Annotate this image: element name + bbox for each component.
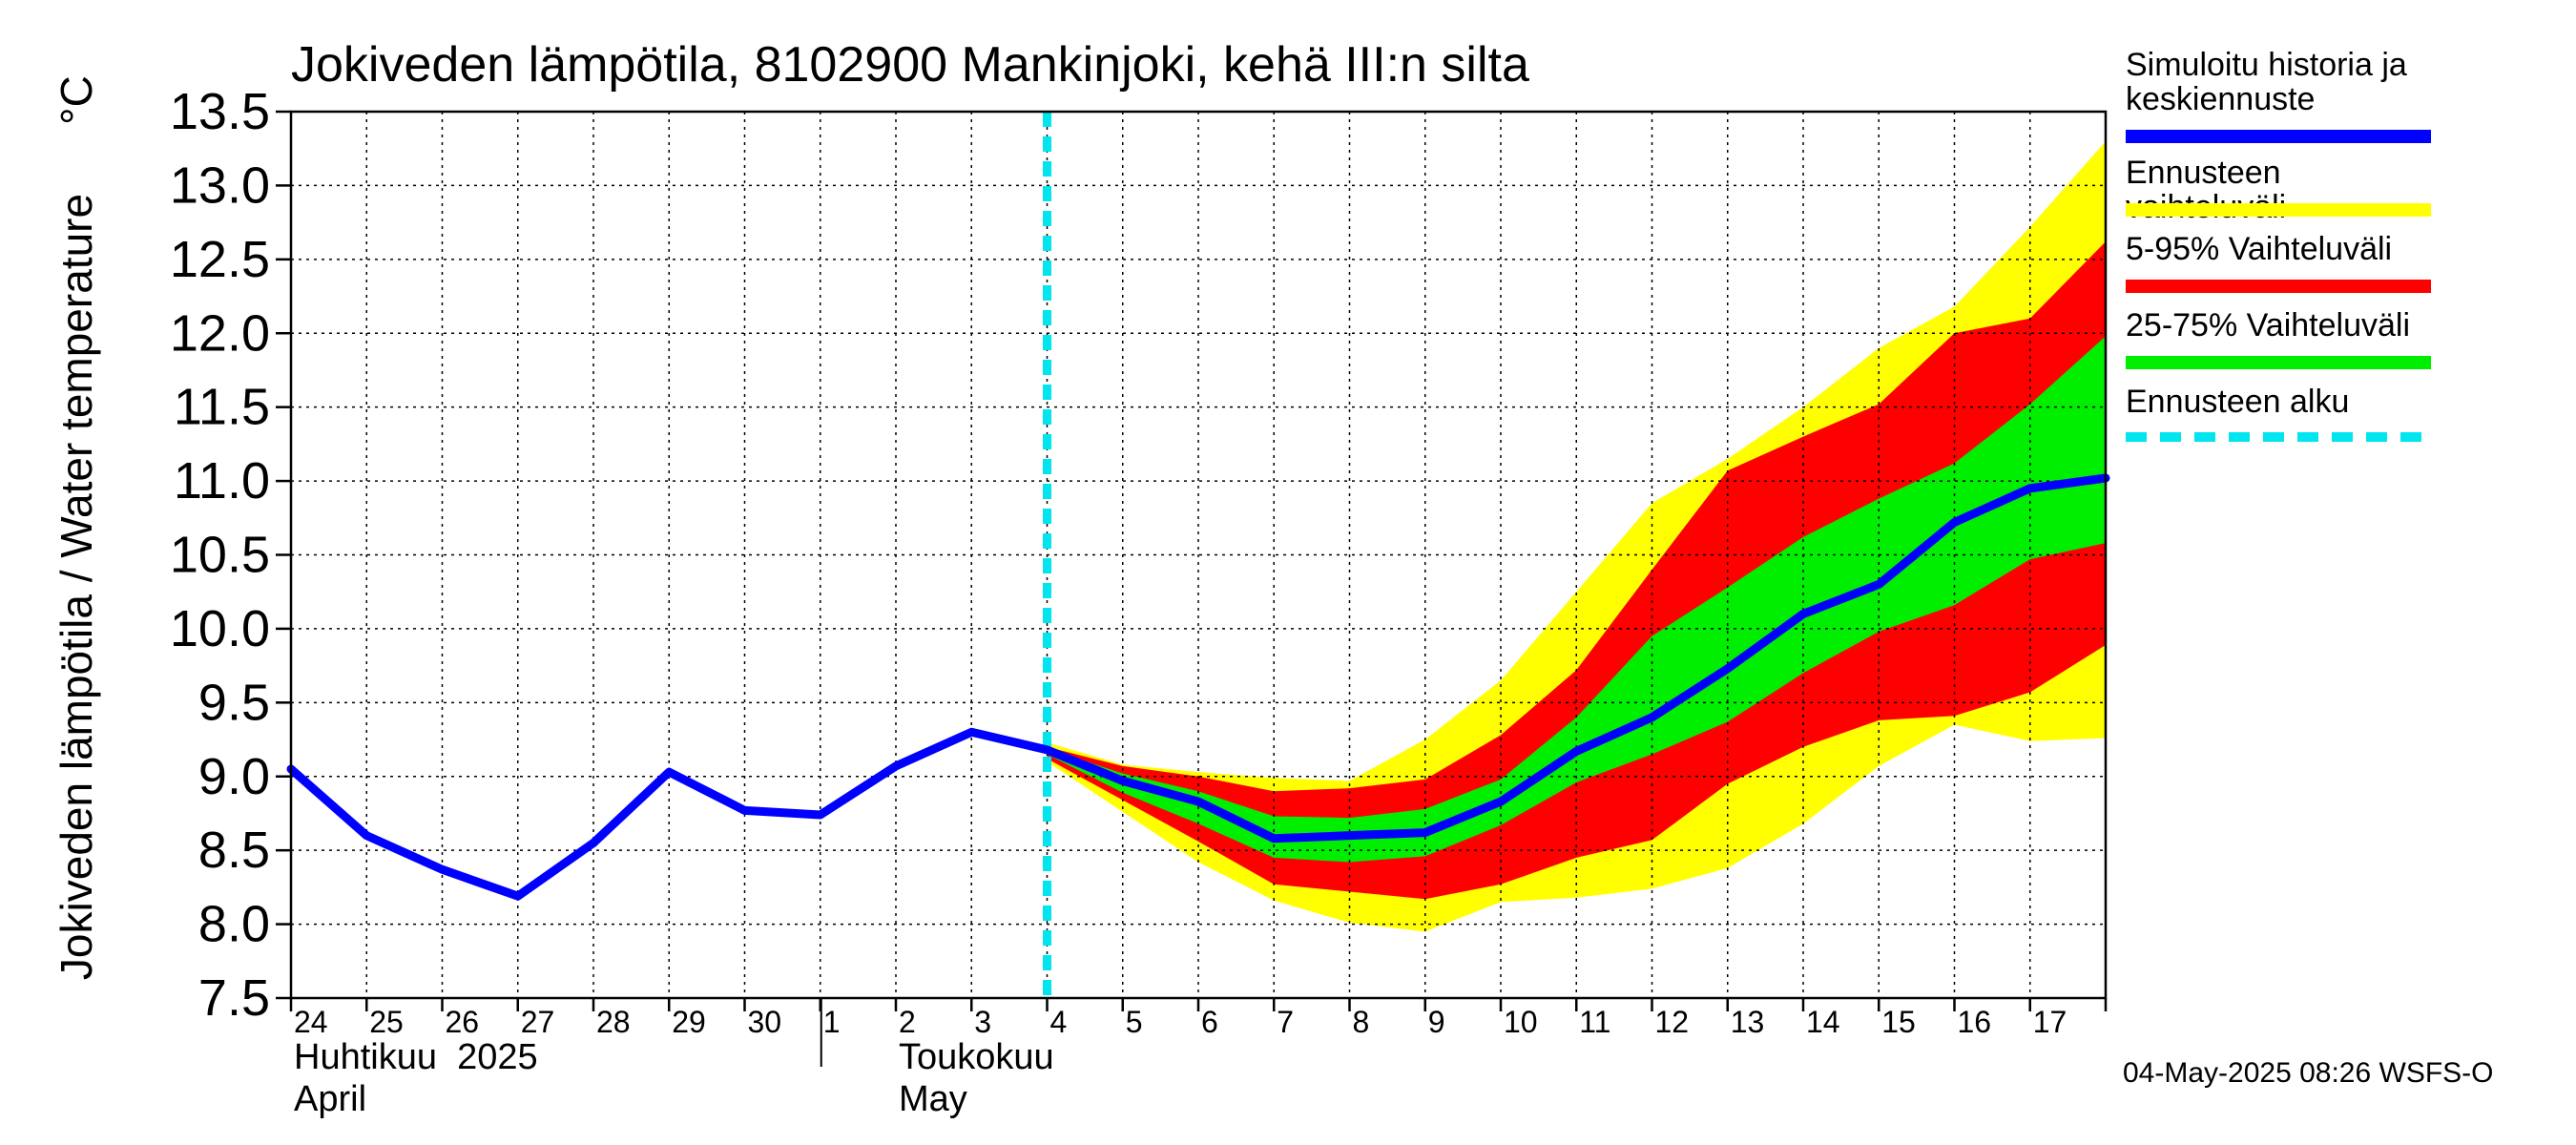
x-tick-label: 13 — [1731, 1005, 1765, 1039]
x-tick-label: 12 — [1655, 1005, 1690, 1039]
x-tick-label: 30 — [748, 1005, 782, 1039]
x-tick-label: 29 — [672, 1005, 706, 1039]
y-tick-label: 8.5 — [198, 822, 270, 879]
x-tick-label: 25 — [369, 1005, 404, 1039]
y-tick-label: 11.0 — [174, 452, 270, 510]
timestamp-footer: 04-May-2025 08:26 WSFS-O — [2123, 1057, 2494, 1089]
y-tick-label: 12.0 — [170, 304, 270, 362]
y-tick-label: 7.5 — [198, 969, 270, 1027]
legend-swatch-blue — [2126, 130, 2431, 143]
y-tick-label: 9.0 — [198, 748, 270, 805]
legend-swatch-cyan-dashed — [2126, 432, 2431, 442]
y-tick-label: 10.5 — [170, 527, 270, 584]
x-tick-label: 7 — [1277, 1005, 1294, 1039]
x-tick-label: 1 — [823, 1005, 841, 1039]
legend-item-history: Simuloitu historia ja keskiennuste — [2126, 47, 2431, 143]
y-tick-label: 8.0 — [198, 896, 270, 953]
band-3 — [1047, 336, 2106, 863]
x-tick-label: 10 — [1504, 1005, 1538, 1039]
x-tick-label: 16 — [1958, 1005, 1992, 1039]
legend-label: keskiennuste — [2126, 81, 2316, 117]
legend-label: Ennusteen alku — [2126, 384, 2350, 420]
x-tick-label: 17 — [2033, 1005, 2067, 1039]
x-tick-label: 24 — [294, 1005, 328, 1039]
legend-label: 25-75% Vaihteluväli — [2126, 307, 2410, 344]
band-1 — [1047, 140, 2106, 932]
legend-label: Simuloitu historia ja — [2126, 47, 2407, 83]
y-tick-label: 9.5 — [198, 674, 270, 731]
axes — [276, 110, 2108, 1067]
x-tick-label: 8 — [1353, 1005, 1370, 1039]
y-tick-label: 11.5 — [174, 379, 270, 436]
month-label-en: May — [899, 1079, 967, 1119]
month-label-fi: Toukokuu — [899, 1037, 1054, 1077]
x-tick-label: 14 — [1806, 1005, 1840, 1039]
legend-item-forecast-start: Ennusteen alku — [2126, 384, 2431, 442]
y-tick-label: 13.0 — [170, 156, 270, 214]
tick-labels: 7.5 8.0 8.5 9.0 9.5 10.0 10.5 11.0 11.5 12.0 12.5 1… — [170, 83, 2067, 1119]
x-tick-label: 26 — [446, 1005, 480, 1039]
month-label-en: April — [294, 1079, 366, 1119]
series-lines — [286, 112, 2110, 998]
x-tick-label: 28 — [596, 1005, 631, 1039]
x-tick-label: 9 — [1428, 1005, 1445, 1039]
x-tick-label: 2 — [899, 1005, 916, 1039]
chart-title: Jokiveden lämpötila, 8102900 Mankinjoki,… — [291, 37, 1529, 93]
forecast-bands — [1047, 140, 2106, 932]
x-tick-label: 11 — [1579, 1005, 1610, 1039]
legend-item-5-95: 5-95% Vaihteluväli — [2126, 231, 2431, 293]
y-tick-label: 13.5 — [170, 83, 270, 140]
y-tick-label: 12.5 — [170, 231, 270, 288]
x-tick-label: 4 — [1050, 1005, 1068, 1039]
x-tick-label: 15 — [1881, 1005, 1916, 1039]
legend-swatch-green — [2126, 356, 2431, 369]
y-axis-unit: °C — [52, 75, 101, 125]
x-tick-label: 27 — [521, 1005, 555, 1039]
legend-swatch-yellow — [2126, 203, 2431, 217]
legend-item-range: Ennusteen vaihteluväli — [2126, 156, 2431, 224]
x-tick-label: 6 — [1201, 1005, 1218, 1039]
x-tick-label: 3 — [974, 1005, 991, 1039]
legend-label: 5-95% Vaihteluväli — [2126, 231, 2393, 267]
y-tick-label: 10.0 — [170, 600, 270, 657]
x-tick-label: 5 — [1126, 1005, 1143, 1039]
y-axis-label: Jokiveden lämpötila / Water temperature — [52, 194, 101, 980]
grid — [291, 111, 2106, 999]
month-label-fi: Huhtikuu 2025 — [294, 1037, 538, 1077]
series-line-0 — [286, 473, 2110, 901]
legend-swatch-red — [2126, 280, 2431, 293]
legend-item-25-75: 25-75% Vaihteluväli — [2126, 307, 2431, 369]
